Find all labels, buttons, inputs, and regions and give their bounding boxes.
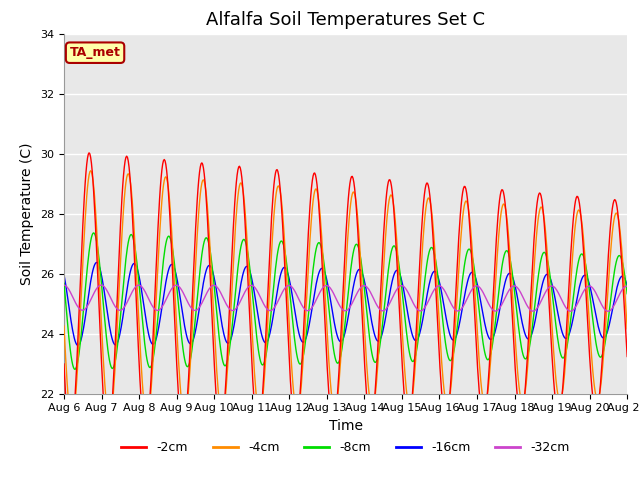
- -8cm: [432, 260, 440, 266]
- Text: TA_met: TA_met: [70, 46, 120, 59]
- -4cm: [68, 418, 76, 423]
- Y-axis label: Soil Temperature (C): Soil Temperature (C): [20, 143, 35, 285]
- Title: Alfalfa Soil Temperatures Set C: Alfalfa Soil Temperatures Set C: [206, 11, 485, 29]
- Legend: -2cm, -4cm, -8cm, -16cm, -32cm: -2cm, -4cm, -8cm, -16cm, -32cm: [116, 436, 575, 459]
- -16cm: [416, 331, 424, 336]
- -4cm: [87, 168, 95, 174]
- -16cm: [74, 343, 82, 348]
- -2cm: [217, 428, 225, 434]
- Line: -4cm: -4cm: [64, 171, 627, 420]
- -4cm: [71, 401, 79, 407]
- -16cm: [217, 314, 225, 320]
- -32cm: [128, 289, 136, 295]
- -4cm: [623, 326, 631, 332]
- -2cm: [416, 261, 424, 266]
- -32cm: [414, 307, 422, 313]
- Line: -16cm: -16cm: [64, 263, 627, 346]
- -4cm: [187, 351, 195, 357]
- -8cm: [187, 354, 195, 360]
- Line: -8cm: -8cm: [64, 233, 627, 369]
- X-axis label: Time: Time: [328, 419, 363, 433]
- -8cm: [623, 291, 631, 297]
- -16cm: [432, 269, 440, 275]
- -2cm: [85, 150, 93, 156]
- -2cm: [71, 395, 79, 401]
- -8cm: [60, 281, 68, 287]
- -16cm: [60, 272, 68, 278]
- -4cm: [130, 219, 138, 225]
- Line: -2cm: -2cm: [64, 153, 627, 438]
- -32cm: [623, 283, 631, 289]
- -32cm: [70, 297, 78, 303]
- -8cm: [130, 238, 138, 243]
- Line: -32cm: -32cm: [64, 285, 627, 311]
- -2cm: [623, 354, 631, 360]
- -4cm: [60, 323, 68, 329]
- -32cm: [431, 287, 438, 292]
- -8cm: [70, 366, 78, 372]
- -2cm: [187, 328, 195, 334]
- -2cm: [67, 435, 74, 441]
- -32cm: [186, 302, 193, 308]
- -4cm: [217, 408, 225, 414]
- -16cm: [623, 283, 631, 289]
- -32cm: [605, 308, 612, 314]
- -4cm: [416, 291, 424, 297]
- -4cm: [432, 267, 440, 273]
- -2cm: [130, 239, 138, 245]
- -16cm: [93, 260, 100, 265]
- -8cm: [90, 230, 98, 236]
- -8cm: [416, 325, 424, 331]
- -32cm: [60, 282, 68, 288]
- -2cm: [60, 361, 68, 367]
- -16cm: [130, 261, 138, 266]
- -16cm: [70, 335, 78, 340]
- -16cm: [187, 341, 195, 347]
- -32cm: [215, 287, 223, 293]
- -8cm: [217, 347, 225, 352]
- -2cm: [432, 291, 440, 297]
- -8cm: [71, 366, 79, 372]
